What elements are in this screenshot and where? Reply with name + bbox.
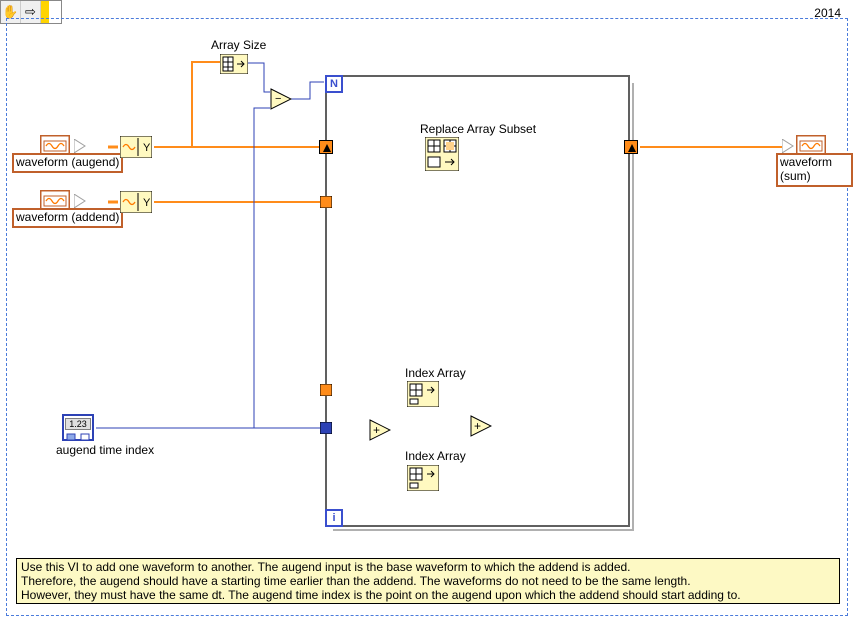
get-y-addend-icon[interactable]: Y xyxy=(120,191,152,213)
svg-text:+: + xyxy=(474,419,481,433)
index-array-1-label: Index Array xyxy=(405,366,466,380)
addend-label-text: waveform (addend) xyxy=(16,210,119,224)
replace-subset-icon[interactable] xyxy=(425,137,459,171)
sum-label: waveform (sum) xyxy=(776,153,853,187)
add-values-node-icon[interactable]: + xyxy=(470,415,492,437)
shift-register-right[interactable] xyxy=(624,140,638,154)
loop-n-terminal: N xyxy=(325,75,343,93)
svg-text:+: + xyxy=(373,423,380,437)
get-y-augend-icon[interactable]: Y xyxy=(120,136,152,158)
time-index-control[interactable]: 1.23 xyxy=(62,414,94,441)
tunnel-time-index xyxy=(320,422,332,434)
augend-label-text: waveform (augend) xyxy=(16,155,119,169)
add-index-node-icon[interactable]: + xyxy=(369,419,391,441)
addend-label: waveform (addend) xyxy=(12,208,123,228)
svg-text:−: − xyxy=(275,93,281,105)
replace-subset-label: Replace Array Subset xyxy=(420,122,536,136)
tunnel-addend-y xyxy=(320,196,332,208)
augend-label: waveform (augend) xyxy=(12,153,123,173)
time-index-label: augend time index xyxy=(56,443,154,457)
array-size-label: Array Size xyxy=(211,38,266,52)
loop-i-terminal: i xyxy=(325,509,343,527)
index-array-1-icon[interactable] xyxy=(407,381,439,407)
subtract-node-icon[interactable]: − xyxy=(270,88,292,110)
svg-text:Y: Y xyxy=(143,197,151,209)
augend-indicator-arrow-icon xyxy=(74,139,88,153)
comment-box: Use this VI to add one waveform to anoth… xyxy=(16,558,840,604)
for-loop[interactable]: N i xyxy=(325,75,630,527)
svg-text:Y: Y xyxy=(143,142,151,154)
tunnel-augend-y-array xyxy=(320,384,332,396)
index-array-2-label: Index Array xyxy=(405,449,466,463)
index-array-2-icon[interactable] xyxy=(407,465,439,491)
array-size-icon[interactable] xyxy=(220,54,248,74)
sum-indicator-arrow-icon xyxy=(782,139,796,153)
comment-line-2: Therefore, the augend should have a star… xyxy=(21,574,835,588)
shift-register-left[interactable] xyxy=(319,140,333,154)
comment-line-1: Use this VI to add one waveform to anoth… xyxy=(21,560,835,574)
addend-indicator-arrow-icon xyxy=(74,194,88,208)
comment-line-3: However, they must have the same dt. The… xyxy=(21,588,835,602)
sum-label-text: waveform (sum) xyxy=(780,155,832,183)
